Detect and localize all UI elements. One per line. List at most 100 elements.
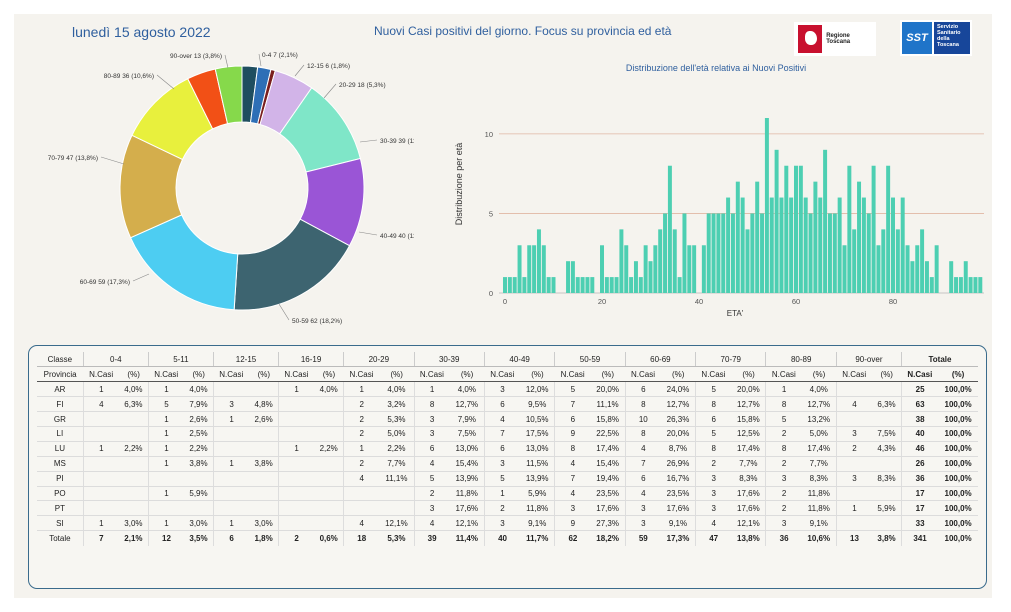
cell-ncasi: 1 (147, 381, 185, 398)
bar-age-81 (895, 229, 900, 293)
cell-total-pct: 100,0% (938, 515, 978, 532)
table-row: PT 3 17,6% 2 11,8% 3 17,6% 3 17,6% 3 17,6% 2 11,8% 1 5… (37, 500, 978, 517)
cell-pct: 0,6% (314, 530, 344, 546)
bar-age-34 (667, 165, 672, 293)
head-pct: (%) (314, 366, 344, 383)
cell-ncasi: 1 (343, 381, 380, 398)
cell-pct (872, 515, 902, 532)
cell-pct: 23,5% (660, 485, 696, 502)
cell-pct: 7,9% (184, 396, 214, 413)
head-ncasi: N.Casi (625, 366, 661, 383)
cell-ncasi: 7 (624, 456, 661, 472)
sst-mark: SST (902, 22, 932, 54)
pie-label-9: 90-over 13 (3,8%) (170, 53, 222, 60)
cell-ncasi: 1 (147, 515, 185, 532)
pegasus-icon (798, 25, 823, 53)
cell-ncasi: 1 (147, 411, 185, 427)
cell-ncasi: 2 (343, 456, 380, 472)
cell-ncasi: 4 (343, 471, 380, 487)
cell-pct: 12,7% (801, 396, 837, 413)
cell-ncasi: 1 (835, 500, 873, 517)
cell-pct: 8,7% (660, 440, 696, 457)
province-name: FI (37, 396, 84, 413)
cell-pct: 12,7% (731, 396, 766, 413)
bar-ytick-2: 10 (485, 130, 493, 139)
bar-age-48 (735, 181, 740, 293)
cell-pct: 19,4% (590, 471, 626, 487)
cell-pct (249, 500, 279, 517)
cell-pct: 3,8% (184, 456, 214, 472)
cell-pct: 12,7% (449, 396, 485, 413)
cell-pct: 3,2% (379, 396, 415, 413)
cell-ncasi: 8 (624, 426, 661, 442)
head-ncasi: N.Casi (148, 366, 185, 383)
bar-ytick-0: 0 (489, 289, 493, 298)
head-group-3: 16-19 (278, 352, 344, 368)
cell-pct: 4,3% (872, 440, 902, 457)
cell-pct: 15,8% (590, 411, 626, 427)
bar-age-58 (784, 165, 789, 293)
head-pct: (%) (249, 366, 279, 383)
bar-age-70 (842, 245, 847, 293)
bar-age-98 (978, 277, 983, 293)
bar-age-56 (774, 149, 779, 293)
cell-pct: 23,5% (590, 485, 626, 502)
bar-age-96 (968, 277, 973, 293)
cell-ncasi: 4 (483, 411, 521, 427)
head-group-8: 60-69 (624, 352, 696, 368)
cell-pct: 8,3% (801, 471, 837, 487)
cell-ncasi (82, 500, 119, 517)
cell-ncasi: 4 (624, 485, 661, 502)
cell-pct: 10,6% (801, 530, 837, 546)
cell-pct: 7,7% (379, 456, 415, 472)
pie-leader-9 (224, 54, 229, 69)
head-group-10: 80-89 (765, 352, 837, 368)
cell-ncasi: 9 (554, 515, 591, 532)
cell-total-ncasi: 40 (900, 426, 939, 442)
pie-leader-3 (359, 139, 378, 143)
cell-total-ncasi: 33 (900, 515, 939, 532)
cell-total-ncasi: 17 (900, 500, 939, 517)
cell-ncasi: 2 (343, 411, 380, 427)
bar-age-74 (861, 197, 866, 293)
head-pct: (%) (660, 366, 696, 383)
cell-pct: 9,1% (520, 515, 555, 532)
bar-age-21 (604, 277, 609, 293)
pie-label-8: 80-89 36 (10,6%) (104, 73, 154, 80)
cell-pct (184, 471, 214, 487)
head-ncasi: N.Casi (836, 366, 873, 383)
cell-ncasi: 12 (147, 530, 185, 546)
bar-age-33 (663, 213, 668, 293)
cell-pct: 2,6% (184, 411, 214, 427)
cell-ncasi (212, 440, 250, 457)
bar-age-4 (522, 277, 527, 293)
bar-age-65 (818, 197, 823, 293)
cell-ncasi: 6 (413, 440, 450, 457)
cell-pct: 11,8% (449, 485, 485, 502)
cell-ncasi (82, 456, 119, 472)
bar-age-3 (517, 245, 522, 293)
cell-pct: 15,8% (731, 411, 766, 427)
cell-pct: 11,5% (520, 456, 555, 472)
bar-age-88 (929, 277, 934, 293)
bar-age-93 (954, 277, 959, 293)
sst-text: Servizio Sanitario della Toscana (934, 22, 970, 54)
cell-ncasi: 4 (82, 396, 119, 413)
cell-pct (118, 426, 149, 442)
cell-ncasi: 8 (413, 396, 450, 413)
head-pct: (%) (449, 366, 485, 383)
bar-age-31 (653, 245, 658, 293)
bar-age-32 (658, 229, 663, 293)
cell-pct: 3,5% (184, 530, 214, 546)
head-ncasi: N.Casi (901, 366, 939, 383)
cell-pct: 17,4% (801, 440, 837, 457)
cell-ncasi: 3 (413, 426, 450, 442)
cell-pct: 4,0% (314, 381, 344, 398)
cell-ncasi: 62 (554, 530, 591, 546)
cell-pct: 2,2% (118, 440, 149, 457)
cell-pct: 3,8% (249, 456, 279, 472)
head-ncasi: N.Casi (414, 366, 450, 383)
cell-ncasi: 1 (82, 440, 119, 457)
cell-ncasi (212, 485, 250, 502)
province-name: LU (37, 440, 84, 457)
